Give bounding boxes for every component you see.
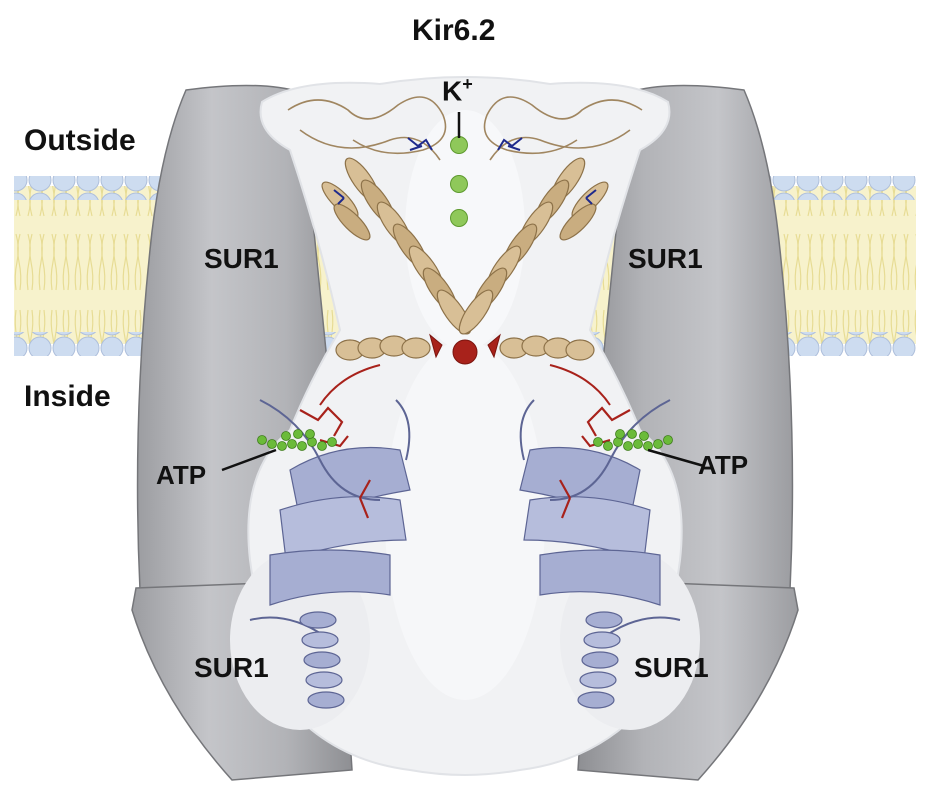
extracellular-loops <box>287 96 643 161</box>
ion-label: K+ <box>442 74 473 107</box>
gate-residues <box>319 333 611 406</box>
sur1-lower-left-label: SUR1 <box>194 652 269 683</box>
diagram-title: Kir6.2 <box>412 14 496 47</box>
vestibule-residues <box>333 137 597 205</box>
potassium-ions <box>450 136 468 227</box>
ion-charge: + <box>462 74 473 94</box>
sur1-lower-right-label: SUR1 <box>634 652 709 683</box>
atp-right-label: ATP <box>698 450 749 480</box>
atp-right-pointer-line <box>647 448 705 468</box>
tm-helices-right <box>458 157 609 335</box>
tm-helices-left <box>321 157 472 335</box>
outside-label: Outside <box>24 124 136 157</box>
atp-pocket-residues <box>299 406 631 519</box>
ion-symbol: K <box>442 75 463 107</box>
slide-helices <box>335 335 595 361</box>
sur1-upper-left-label: SUR1 <box>204 243 279 274</box>
atp-ligand-left <box>257 429 337 451</box>
cytoplasmic-domain-right <box>519 399 681 709</box>
inside-label: Inside <box>24 380 111 413</box>
sur1-upper-right-label: SUR1 <box>628 243 703 274</box>
atp-ligand-right <box>593 429 673 451</box>
atp-left-label: ATP <box>156 460 207 490</box>
cytoplasmic-domain-left <box>249 399 411 709</box>
atp-left-pointer-line <box>221 448 277 472</box>
